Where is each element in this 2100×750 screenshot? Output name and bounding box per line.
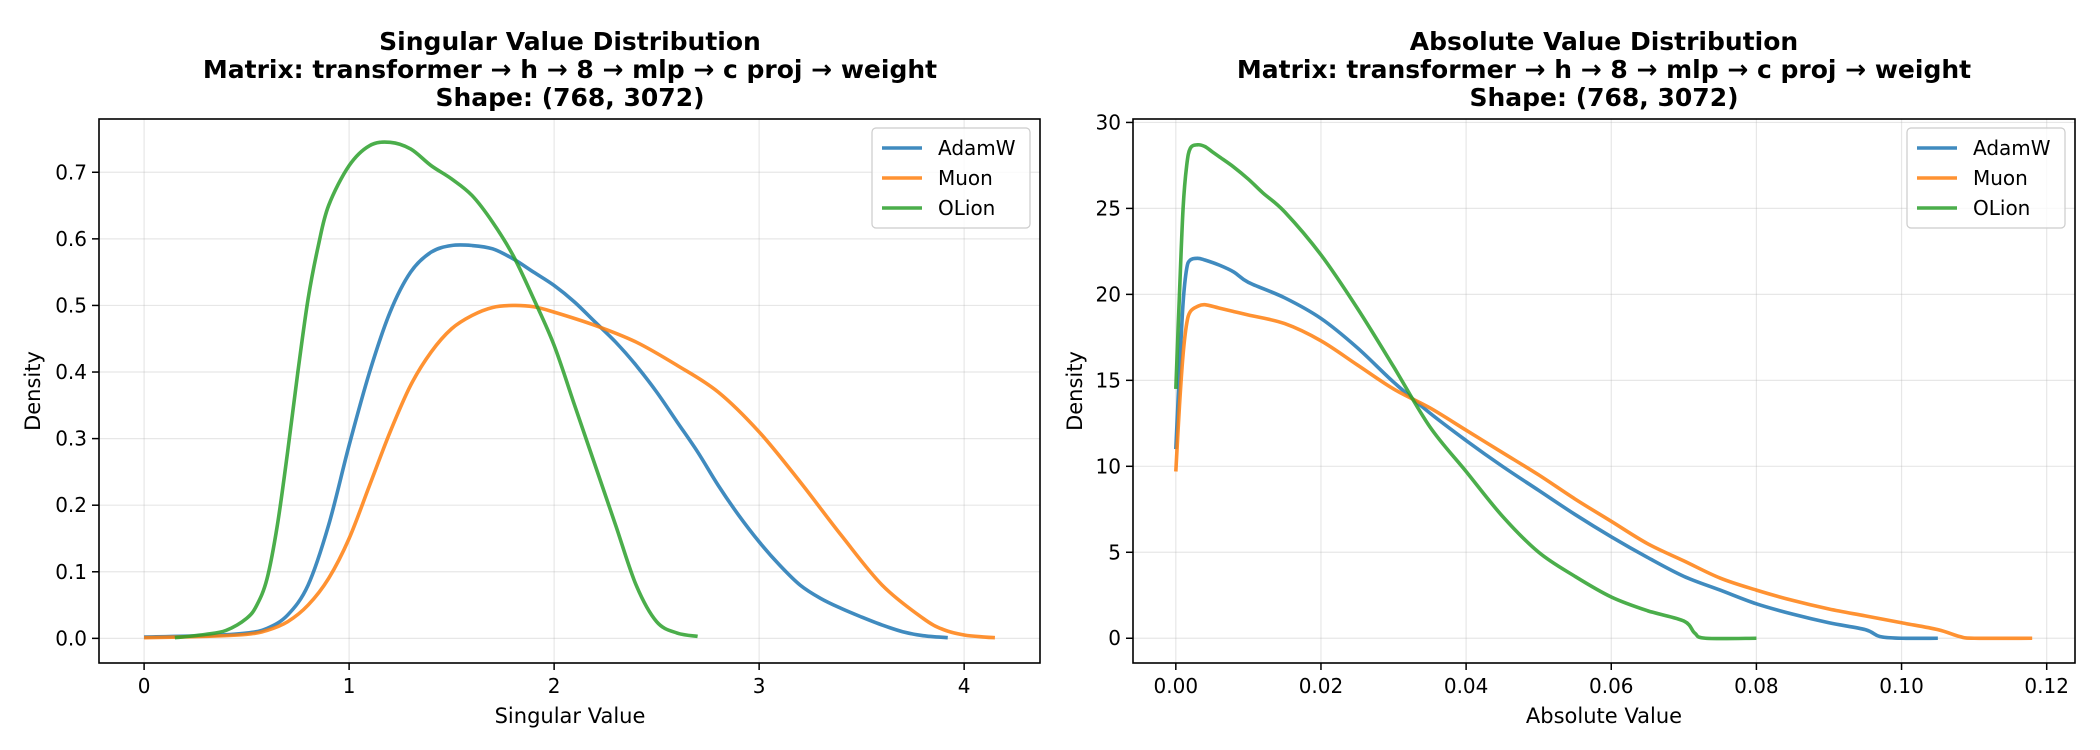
y-axis-label: Density — [1063, 351, 1087, 431]
y-tick-label: 25 — [1096, 196, 1121, 220]
legend: AdamW Muon OLion — [1906, 127, 2066, 229]
chart-title-line-2: Matrix: transformer → h → 8 → mlp → c pr… — [203, 55, 937, 84]
x-tick-label: 0 — [138, 674, 151, 698]
x-tick-label: 0.10 — [1879, 674, 1924, 698]
y-tick-label: 0 — [1108, 626, 1121, 650]
legend: AdamW Muon OLion — [871, 127, 1031, 229]
series-line-muon — [144, 303, 996, 640]
x-tick-label: 0.12 — [2024, 674, 2069, 698]
series-layer — [144, 140, 996, 640]
y-tick-label: 30 — [1096, 110, 1121, 134]
series-layer — [1174, 142, 2033, 641]
legend-label-olion: OLion — [938, 196, 995, 220]
absolute-value-chart: Absolute Value Distribution Matrix: tran… — [1063, 27, 2076, 728]
chart-title-line-3: Shape: (768, 3072) — [1469, 83, 1738, 112]
x-tick-label: 4 — [958, 674, 971, 698]
legend-label-olion: OLion — [1973, 196, 2030, 220]
plot-frame — [98, 118, 1041, 664]
x-tick-label: 2 — [548, 674, 561, 698]
series-line-adamw — [1174, 256, 1938, 641]
legend-label-muon: Muon — [1973, 166, 2028, 190]
y-tick-label: 0.1 — [55, 560, 87, 584]
legend-label-adamw: AdamW — [1973, 136, 2051, 160]
chart-title-line-3: Shape: (768, 3072) — [435, 83, 704, 112]
x-axis-label: Singular Value — [495, 704, 646, 728]
singular-value-chart: Singular Value Distribution Matrix: tran… — [21, 27, 1041, 728]
y-tick-label: 0.3 — [55, 427, 87, 451]
legend-frame — [1906, 127, 2066, 229]
x-tick-label: 0.00 — [1154, 674, 1199, 698]
y-axis-label: Density — [21, 351, 45, 431]
y-tick-label: 0.5 — [55, 293, 87, 317]
y-tick-label: 15 — [1096, 368, 1121, 392]
axis-ticks: 0 1 2 3 4 0.0 0.1 0.2 0.3 0.4 0.5 0.6 0.7 — [55, 160, 970, 698]
y-tick-label: 20 — [1096, 282, 1121, 306]
y-tick-label: 5 — [1108, 540, 1121, 564]
x-axis-label: Absolute Value — [1526, 704, 1682, 728]
y-tick-label: 0.2 — [55, 493, 87, 517]
y-tick-label: 0.4 — [55, 360, 87, 384]
x-tick-label: 0.08 — [1734, 674, 1779, 698]
series-line-olion — [1174, 142, 1757, 641]
legend-label-muon: Muon — [938, 166, 993, 190]
series-line-olion — [174, 140, 698, 640]
y-tick-label: 0.0 — [55, 626, 87, 650]
x-tick-label: 3 — [753, 674, 766, 698]
axis-ticks: 0.00 0.02 0.04 0.06 0.08 0.10 0.12 0 5 10 15 20 25 30 — [1096, 110, 2069, 698]
x-tick-label: 1 — [343, 674, 356, 698]
series-line-adamw — [144, 243, 948, 640]
x-tick-label: 0.04 — [1444, 674, 1489, 698]
x-tick-label: 0.06 — [1589, 674, 1634, 698]
x-tick-label: 0.02 — [1299, 674, 1344, 698]
y-tick-label: 0.6 — [55, 227, 87, 251]
y-tick-label: 0.7 — [55, 160, 87, 184]
series-line-muon — [1174, 302, 2033, 641]
chart-title-line-1: Absolute Value Distribution — [1410, 27, 1798, 56]
legend-frame — [871, 127, 1031, 229]
plot-frame — [1132, 118, 2076, 664]
chart-title-line-2: Matrix: transformer → h → 8 → mlp → c pr… — [1237, 55, 1971, 84]
legend-label-adamw: AdamW — [938, 136, 1016, 160]
chart-title-line-1: Singular Value Distribution — [379, 27, 761, 56]
y-tick-label: 10 — [1096, 454, 1121, 478]
